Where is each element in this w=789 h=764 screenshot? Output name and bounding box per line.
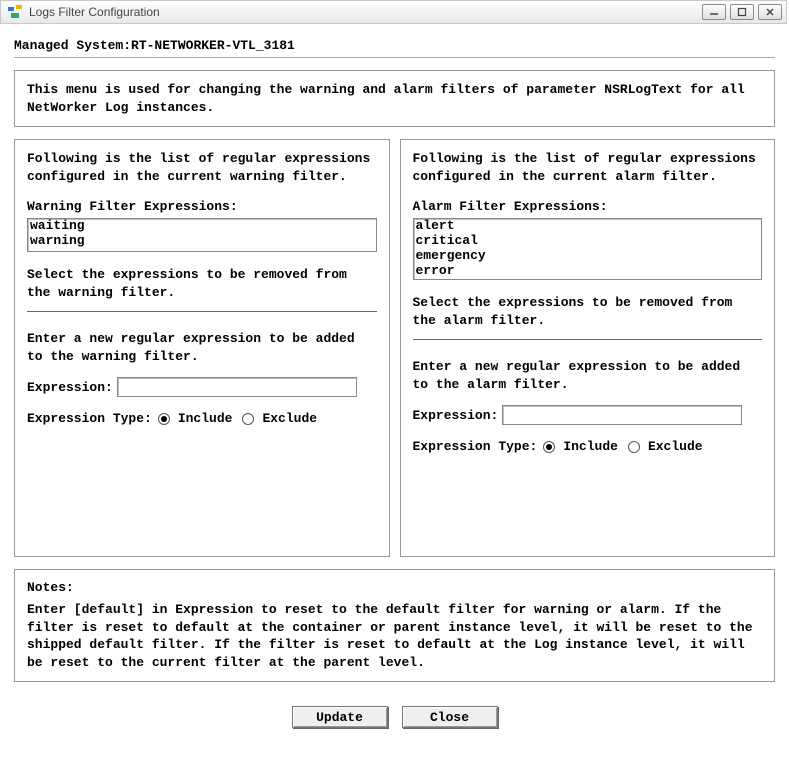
alarm-expression-row: Expression: <box>413 405 763 425</box>
list-item[interactable]: waiting <box>28 219 376 234</box>
alarm-intro: Following is the list of regular express… <box>413 150 763 185</box>
warning-type-row: Expression Type: Include Exclude <box>27 411 377 426</box>
maximize-button[interactable] <box>730 4 754 20</box>
window-controls <box>702 4 782 20</box>
warning-intro: Following is the list of regular express… <box>27 150 377 185</box>
description-panel: This menu is used for changing the warni… <box>14 70 775 127</box>
window-titlebar: Logs Filter Configuration <box>0 0 787 24</box>
list-item[interactable]: warning <box>28 234 376 249</box>
close-dialog-button[interactable]: Close <box>402 706 498 728</box>
managed-system-value: RT-NETWORKER-VTL_3181 <box>131 38 295 53</box>
alarm-exclude-label: Exclude <box>648 439 703 454</box>
alarm-expression-label: Expression: <box>413 408 499 423</box>
list-item[interactable]: alert <box>414 219 762 234</box>
warning-remove-hint: Select the expressions to be removed fro… <box>27 266 377 301</box>
alarm-expression-input[interactable] <box>502 405 742 425</box>
content-area: Managed System:RT-NETWORKER-VTL_3181 Thi… <box>0 24 789 738</box>
notes-body: Enter [default] in Expression to reset t… <box>27 601 762 671</box>
managed-system-line: Managed System:RT-NETWORKER-VTL_3181 <box>14 38 775 53</box>
list-item[interactable]: error <box>414 264 762 279</box>
alarm-include-label: Include <box>563 439 618 454</box>
minimize-button[interactable] <box>702 4 726 20</box>
alarm-list-label: Alarm Filter Expressions: <box>413 199 763 214</box>
header-divider <box>14 57 775 58</box>
dialog-button-row: Update Close <box>14 706 775 728</box>
warning-include-label: Include <box>178 411 233 426</box>
alarm-exclude-radio[interactable] <box>628 441 640 453</box>
warning-exclude-label: Exclude <box>262 411 317 426</box>
update-button[interactable]: Update <box>292 706 388 728</box>
warning-divider <box>27 311 377 312</box>
warning-expression-row: Expression: <box>27 377 377 397</box>
alarm-expressions-listbox[interactable]: alert critical emergency error <box>413 218 763 280</box>
list-item[interactable]: critical <box>414 234 762 249</box>
alarm-include-radio[interactable] <box>543 441 555 453</box>
alarm-type-label: Expression Type: <box>413 439 538 454</box>
list-item[interactable]: emergency <box>414 249 762 264</box>
notes-title: Notes: <box>27 580 762 595</box>
warning-list-label: Warning Filter Expressions: <box>27 199 377 214</box>
notes-panel: Notes: Enter [default] in Expression to … <box>14 569 775 682</box>
alarm-remove-hint: Select the expressions to be removed fro… <box>413 294 763 329</box>
close-button[interactable] <box>758 4 782 20</box>
warning-add-hint: Enter a new regular expression to be add… <box>27 330 377 365</box>
alarm-type-row: Expression Type: Include Exclude <box>413 439 763 454</box>
filter-columns: Following is the list of regular express… <box>14 139 775 557</box>
alarm-filter-panel: Following is the list of regular express… <box>400 139 776 557</box>
warning-expression-label: Expression: <box>27 380 113 395</box>
alarm-divider <box>413 339 763 340</box>
warning-filter-panel: Following is the list of regular express… <box>14 139 390 557</box>
warning-exclude-radio[interactable] <box>242 413 254 425</box>
managed-system-label: Managed System: <box>14 38 131 53</box>
menu-description: This menu is used for changing the warni… <box>27 81 762 116</box>
logs-config-icon <box>7 4 23 20</box>
alarm-add-hint: Enter a new regular expression to be add… <box>413 358 763 393</box>
warning-expression-input[interactable] <box>117 377 357 397</box>
window-title: Logs Filter Configuration <box>29 5 702 19</box>
warning-expressions-listbox[interactable]: waiting warning <box>27 218 377 252</box>
warning-include-radio[interactable] <box>158 413 170 425</box>
warning-type-label: Expression Type: <box>27 411 152 426</box>
